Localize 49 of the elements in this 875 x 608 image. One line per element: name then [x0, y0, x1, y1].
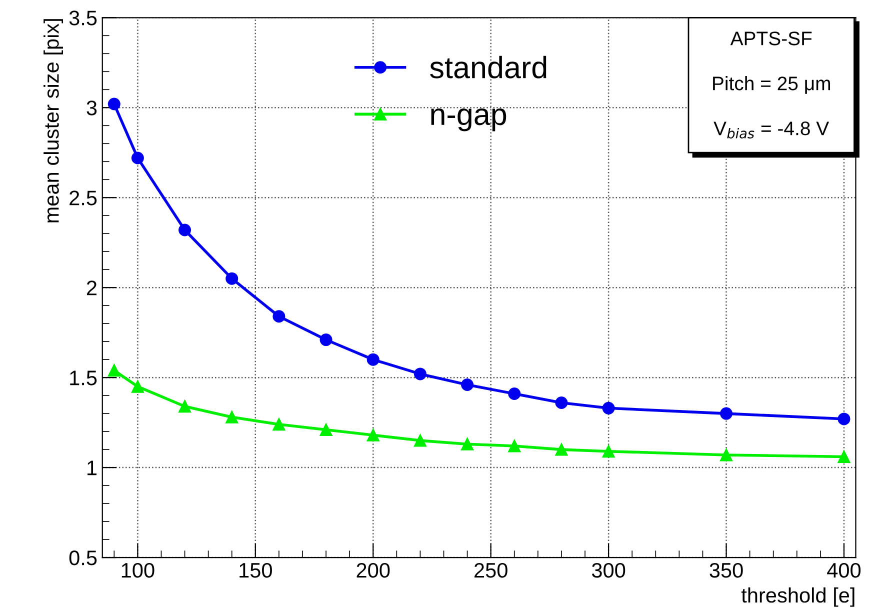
point: [555, 396, 568, 410]
point: [508, 388, 521, 400]
legend-label: n-gap: [431, 108, 506, 132]
y-tick-label: 1.5: [70, 370, 97, 386]
x-tick-label: 350: [710, 562, 743, 578]
point: [131, 380, 144, 393]
point: [366, 428, 380, 442]
x-tick-label: 400: [827, 562, 861, 578]
point: [320, 424, 332, 436]
point: [178, 224, 192, 236]
point: [414, 368, 426, 380]
point: [461, 378, 474, 392]
point: [838, 450, 850, 464]
x-tick-label: 150: [240, 562, 272, 578]
point: [226, 272, 238, 285]
point: [131, 152, 144, 164]
y-tick-label: 2: [86, 280, 96, 296]
point: [108, 364, 120, 377]
point: [226, 410, 238, 424]
x-tick-label: 200: [356, 562, 390, 578]
legend-label: standard: [430, 56, 546, 78]
point: [555, 443, 568, 456]
y-tick-label: 0.5: [69, 550, 97, 566]
annotation: Pitch = 25 μm: [713, 76, 830, 94]
y-tick-label: 3: [86, 100, 97, 116]
y-tick-label: 2.5: [70, 190, 97, 206]
y-tick-label: 3.5: [69, 10, 97, 26]
point: [178, 400, 192, 413]
point: [720, 448, 733, 462]
x-tick-label: 300: [592, 562, 626, 578]
point: [508, 440, 521, 452]
y-tick-label: 1: [88, 460, 96, 476]
point: [602, 445, 615, 458]
point: [414, 434, 426, 447]
point: [461, 438, 474, 450]
point: [602, 402, 615, 414]
point: [272, 418, 286, 431]
point: [108, 98, 120, 110]
x-tick-label: 100: [122, 562, 154, 578]
point: [366, 353, 380, 366]
point: [838, 412, 850, 426]
y-axis-title: mean cluster size [pix]: [44, 19, 63, 222]
point: [272, 310, 286, 323]
x-axis-title: threshold [e]: [741, 587, 854, 607]
point: [720, 407, 733, 420]
annotation: V$_{bias}$ = -4.8 V: [714, 122, 830, 138]
x-tick-label: 250: [474, 562, 508, 578]
annotation: APTS-SF: [730, 32, 812, 46]
point: [320, 334, 332, 346]
